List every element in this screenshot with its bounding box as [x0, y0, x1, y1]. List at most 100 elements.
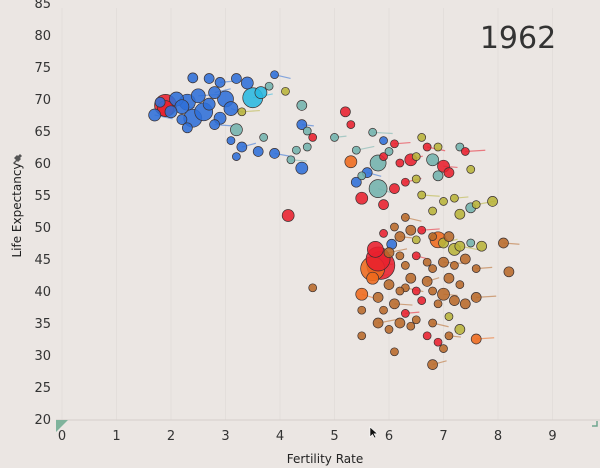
data-point[interactable]	[231, 73, 242, 84]
data-point[interactable]	[254, 86, 268, 99]
data-point[interactable]	[223, 101, 239, 116]
data-point[interactable]	[384, 325, 394, 334]
data-point[interactable]	[428, 264, 437, 273]
data-point[interactable]	[433, 299, 443, 309]
data-point[interactable]	[384, 147, 394, 156]
data-point[interactable]	[383, 247, 395, 258]
data-point[interactable]	[203, 73, 215, 84]
data-point[interactable]	[350, 176, 362, 188]
data-point[interactable]	[476, 240, 487, 252]
data-point[interactable]	[433, 142, 443, 152]
data-point[interactable]	[466, 238, 476, 248]
data-point[interactable]	[355, 191, 369, 205]
data-point[interactable]	[308, 133, 318, 142]
data-point[interactable]	[187, 72, 199, 84]
data-point[interactable]	[417, 190, 427, 200]
data-point[interactable]	[351, 145, 361, 155]
data-point[interactable]	[357, 171, 367, 181]
data-point[interactable]	[405, 272, 417, 284]
data-point[interactable]	[379, 305, 388, 315]
data-point[interactable]	[395, 251, 405, 261]
pin-icon[interactable]	[13, 154, 22, 164]
data-point[interactable]	[466, 165, 476, 174]
data-point[interactable]	[471, 200, 481, 209]
data-point[interactable]	[449, 295, 460, 306]
data-point[interactable]	[454, 208, 466, 220]
data-point[interactable]	[460, 147, 470, 156]
data-point[interactable]	[422, 142, 432, 152]
data-point[interactable]	[428, 286, 437, 296]
data-point[interactable]	[421, 276, 433, 287]
data-point[interactable]	[422, 257, 432, 267]
data-point[interactable]	[438, 256, 449, 268]
data-point[interactable]	[281, 209, 295, 222]
data-point[interactable]	[154, 96, 166, 108]
data-point[interactable]	[471, 264, 481, 273]
resize-handle-icon[interactable]	[592, 421, 598, 427]
data-point[interactable]	[259, 133, 268, 142]
data-point[interactable]	[240, 76, 254, 90]
data-point[interactable]	[401, 309, 410, 318]
data-point[interactable]	[432, 170, 444, 182]
data-point[interactable]	[389, 298, 400, 310]
data-point[interactable]	[236, 141, 248, 153]
data-point[interactable]	[417, 225, 427, 235]
data-point[interactable]	[437, 287, 450, 301]
data-point[interactable]	[366, 271, 379, 285]
data-point[interactable]	[443, 231, 455, 242]
data-point[interactable]	[378, 199, 389, 210]
data-point[interactable]	[428, 318, 437, 328]
data-point[interactable]	[439, 197, 448, 206]
data-point[interactable]	[459, 253, 471, 265]
data-point[interactable]	[411, 235, 421, 245]
data-point[interactable]	[390, 222, 399, 232]
data-point[interactable]	[308, 283, 318, 293]
data-point[interactable]	[286, 155, 296, 165]
data-point[interactable]	[443, 167, 455, 178]
data-point[interactable]	[269, 148, 280, 159]
data-point[interactable]	[182, 122, 193, 134]
data-point[interactable]	[503, 266, 515, 278]
data-point[interactable]	[427, 359, 438, 370]
data-point[interactable]	[379, 152, 388, 161]
data-point[interactable]	[208, 86, 221, 99]
data-point[interactable]	[395, 158, 405, 168]
data-point[interactable]	[330, 133, 339, 142]
data-point[interactable]	[237, 107, 247, 117]
data-point[interactable]	[357, 305, 367, 315]
data-point[interactable]	[443, 272, 455, 284]
data-point[interactable]	[355, 287, 369, 301]
data-point[interactable]	[406, 321, 416, 331]
data-point[interactable]	[411, 315, 421, 325]
data-point[interactable]	[470, 292, 482, 303]
data-point[interactable]	[264, 81, 274, 91]
data-point[interactable]	[270, 70, 279, 80]
data-point[interactable]	[368, 127, 377, 137]
data-point[interactable]	[176, 114, 188, 125]
data-point[interactable]	[470, 333, 482, 345]
data-point[interactable]	[426, 153, 439, 167]
data-point[interactable]	[459, 298, 471, 310]
data-point[interactable]	[379, 136, 388, 145]
data-point[interactable]	[292, 145, 301, 155]
data-point[interactable]	[296, 100, 308, 111]
data-point[interactable]	[450, 261, 459, 270]
data-point[interactable]	[411, 286, 421, 296]
data-point[interactable]	[390, 139, 399, 149]
data-point[interactable]	[383, 279, 395, 290]
data-point[interactable]	[368, 179, 388, 198]
data-point[interactable]	[487, 196, 498, 207]
data-point[interactable]	[411, 152, 421, 161]
data-point[interactable]	[164, 105, 178, 119]
data-point[interactable]	[411, 174, 421, 184]
data-point[interactable]	[401, 177, 410, 187]
data-point[interactable]	[411, 251, 421, 261]
data-point[interactable]	[202, 97, 216, 111]
data-point[interactable]	[302, 126, 312, 136]
data-point[interactable]	[379, 229, 388, 238]
data-point[interactable]	[401, 261, 410, 270]
data-point[interactable]	[389, 183, 400, 194]
data-point[interactable]	[295, 161, 309, 175]
data-point[interactable]	[401, 213, 410, 222]
data-point[interactable]	[252, 146, 264, 157]
